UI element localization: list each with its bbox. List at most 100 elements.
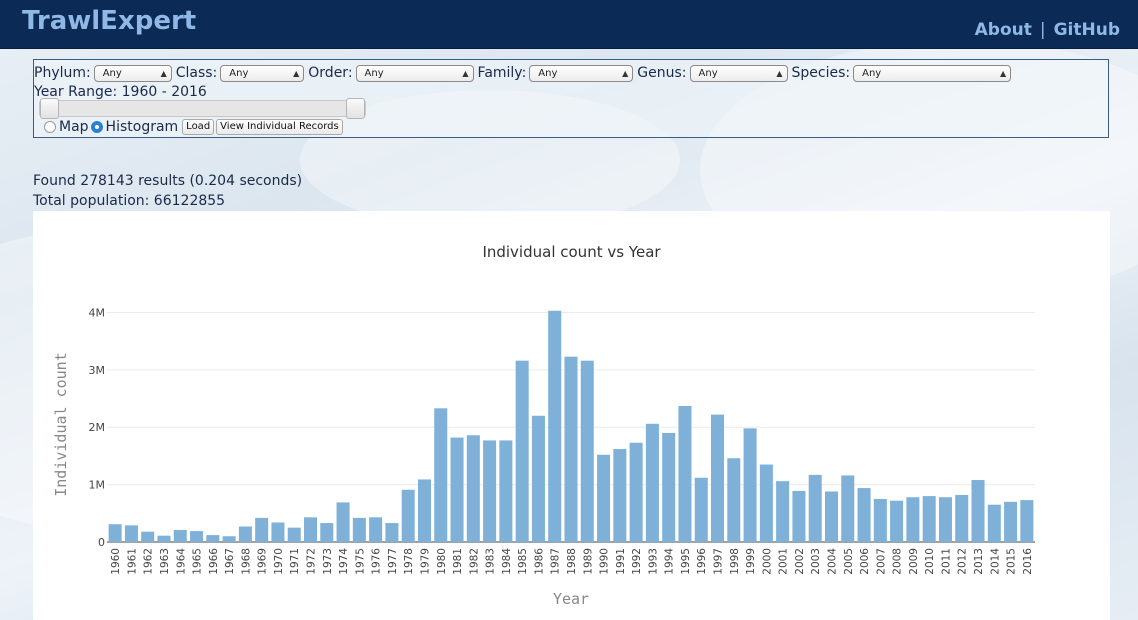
histogram-bar xyxy=(255,517,269,542)
histogram-bar xyxy=(238,526,252,542)
phylum-select[interactable]: Any ▲︎ xyxy=(93,64,172,82)
x-tick-label: 1963 xyxy=(159,548,171,575)
histogram-bar xyxy=(483,440,497,542)
y-axis-title: Individual count xyxy=(52,352,70,497)
species-select[interactable]: Any ▲︎ xyxy=(853,64,1012,82)
histogram-bar xyxy=(890,500,904,542)
histogram-bar xyxy=(466,435,480,542)
histogram-bar xyxy=(434,408,448,542)
genus-label: Genus: xyxy=(637,65,687,81)
x-tick-label: 2014 xyxy=(989,548,1001,575)
select-arrows-icon: ▲︎ xyxy=(462,68,469,78)
histogram-bar xyxy=(727,458,741,542)
family-select-value: Any xyxy=(538,67,558,79)
histogram-bar xyxy=(173,529,187,542)
histogram-bar xyxy=(1020,500,1034,542)
x-tick-label: 1990 xyxy=(599,548,611,575)
genus-select[interactable]: Any ▲︎ xyxy=(689,64,788,82)
x-tick-label: 1966 xyxy=(208,548,220,575)
x-tick-label: 2011 xyxy=(940,548,952,575)
histogram-bar xyxy=(776,481,790,542)
x-tick-label: 1980 xyxy=(436,548,448,575)
histogram-bar xyxy=(320,523,334,542)
about-link[interactable]: About xyxy=(974,20,1032,40)
x-tick-label: 1997 xyxy=(713,548,725,575)
x-tick-label: 1977 xyxy=(387,548,399,575)
histogram-bar xyxy=(922,496,936,542)
histogram-bar xyxy=(580,360,594,542)
x-tick-label: 1974 xyxy=(338,548,350,575)
x-tick-label: 1969 xyxy=(257,548,269,575)
view-records-button[interactable]: View Individual Records xyxy=(216,119,343,135)
histogram-bar xyxy=(401,489,415,542)
x-tick-label: 1970 xyxy=(273,548,285,575)
histogram-bar xyxy=(841,475,855,542)
order-select[interactable]: Any ▲︎ xyxy=(355,64,474,82)
histogram-bar xyxy=(287,527,301,542)
nav-links: About | GitHub xyxy=(975,20,1120,40)
year-range-slider[interactable] xyxy=(39,98,366,119)
x-tick-label: 1999 xyxy=(745,548,757,575)
x-tick-label: 1985 xyxy=(517,548,529,575)
select-arrows-icon: ▲︎ xyxy=(776,68,783,78)
histogram-bar xyxy=(955,494,969,542)
brand-logo[interactable]: TrawlExpert xyxy=(22,6,197,36)
histogram-bar xyxy=(417,479,431,542)
histogram-bar xyxy=(206,535,220,542)
histogram-bar xyxy=(759,464,773,542)
x-tick-label: 1994 xyxy=(664,548,676,575)
histogram-bar xyxy=(873,498,887,542)
species-select-value: Any xyxy=(862,67,882,79)
x-tick-label: 1984 xyxy=(501,548,513,575)
family-select[interactable]: Any ▲︎ xyxy=(529,64,634,82)
map-radio[interactable] xyxy=(44,121,56,133)
x-tick-label: 2007 xyxy=(875,548,887,575)
histogram-radio-label: Histogram xyxy=(105,119,179,135)
histogram-bar xyxy=(124,525,138,542)
x-tick-label: 1975 xyxy=(354,548,366,575)
histogram-radio[interactable] xyxy=(90,121,103,133)
x-tick-label: 1989 xyxy=(582,548,594,575)
x-tick-label: 1964 xyxy=(175,548,187,575)
histogram-bar xyxy=(824,491,839,542)
x-tick-label: 1965 xyxy=(192,548,204,575)
x-tick-label: 1981 xyxy=(452,548,464,575)
load-button[interactable]: Load xyxy=(182,119,215,135)
histogram-bar xyxy=(271,522,285,542)
x-tick-label: 1995 xyxy=(680,548,692,575)
map-radio-label: Map xyxy=(59,119,89,135)
filter-panel: Phylum: Any ▲︎ Class: Any ▲︎ Order: Any ▲︎ … xyxy=(33,59,1109,138)
histogram-bar xyxy=(938,497,952,542)
histogram-bar xyxy=(564,356,578,542)
y-tick-label: 0 xyxy=(98,536,105,549)
histogram-bar xyxy=(548,310,562,542)
histogram-bar xyxy=(662,432,676,542)
total-population: Total population: 66122855 xyxy=(33,193,226,209)
x-tick-label: 1993 xyxy=(647,548,659,575)
genus-select-value: Any xyxy=(698,67,718,79)
phylum-label: Phylum: xyxy=(34,65,91,81)
histogram-chart: Individual count vs Year 0 1M 2M 3M 4M 1960 19… xyxy=(33,211,1110,620)
histogram-bar xyxy=(645,423,659,542)
year-min-handle[interactable] xyxy=(40,98,59,119)
histogram-bar xyxy=(531,415,545,542)
histogram-bar xyxy=(906,497,920,542)
x-tick-label: 1988 xyxy=(566,548,578,575)
class-select[interactable]: Any ▲︎ xyxy=(220,64,305,82)
x-tick-label: 1973 xyxy=(322,548,334,575)
select-arrows-icon: ▲︎ xyxy=(160,68,167,78)
year-max-handle[interactable] xyxy=(346,98,365,119)
x-tick-label: 1987 xyxy=(550,548,562,575)
x-tick-label: 1991 xyxy=(615,548,627,575)
class-label: Class: xyxy=(175,65,218,81)
histogram-bar xyxy=(190,531,204,542)
order-label: Order: xyxy=(308,65,353,81)
x-tick-label: 2008 xyxy=(892,548,904,575)
x-tick-label: 1972 xyxy=(306,548,318,575)
nav-separator: | xyxy=(1039,20,1046,40)
histogram-bar xyxy=(157,535,171,542)
x-tick-label: 1978 xyxy=(403,548,415,575)
phylum-select-value: Any xyxy=(102,67,122,79)
github-link[interactable]: GitHub xyxy=(1053,20,1120,40)
x-tick-label: 2002 xyxy=(794,548,806,575)
